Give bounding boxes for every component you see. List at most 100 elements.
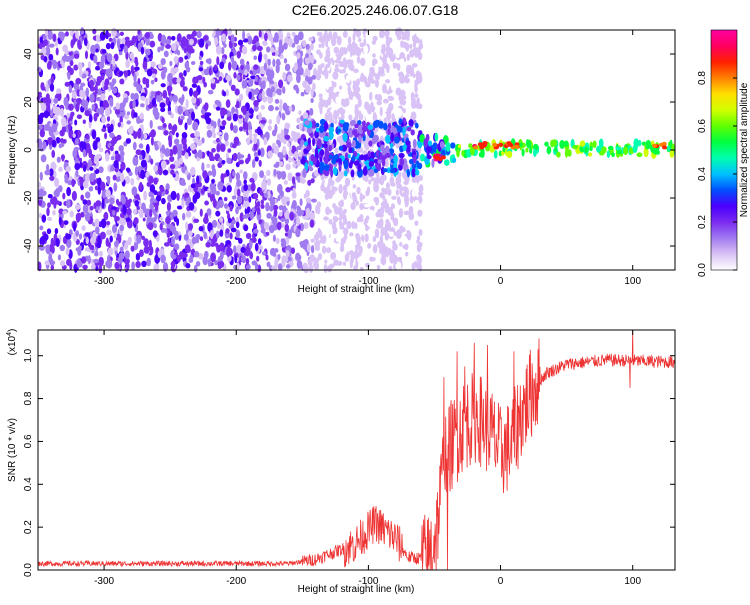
spectrogram-cell (368, 160, 375, 167)
spectrogram-cell (133, 92, 139, 102)
spectrogram-cell (233, 187, 237, 198)
spectrogram-cell (47, 30, 53, 40)
spectrogram-cell (231, 60, 238, 70)
spectrogram-cell (80, 194, 85, 201)
spectrogram-cell (48, 168, 54, 177)
x-tick-label: -300 (94, 576, 114, 587)
spectrogram-cell (99, 31, 106, 41)
spectrogram-cell (328, 144, 332, 152)
spectrogram-cell (149, 119, 153, 129)
spectrogram-cell (89, 86, 96, 92)
spectrogram-cell (376, 162, 381, 171)
spectrogram-cell (367, 124, 374, 131)
spectrogram-cell (257, 238, 262, 245)
snr-multiplier: (x104) (6, 329, 18, 356)
spectrogram-cell (271, 265, 278, 271)
spectrogram-cell (360, 223, 366, 233)
spectrogram-cell (596, 145, 602, 153)
spectrogram-cell (162, 169, 169, 176)
spectrogram-cell (67, 180, 73, 186)
spectrogram-cell (349, 232, 354, 237)
spectrogram-cell (153, 165, 159, 172)
spectrogram-cell (636, 152, 643, 158)
spectrogram-cell (215, 230, 220, 239)
spectrogram-cell (344, 177, 351, 187)
spectrogram-cell (124, 176, 131, 184)
spectrogram-cell (61, 154, 65, 162)
spectrogram-cell (67, 72, 71, 80)
spectrogram-cell (159, 102, 166, 109)
spectrogram-cell (193, 218, 200, 223)
spectrogram-cell (359, 57, 366, 67)
spectrogram-cell (217, 199, 224, 208)
spectrogram-cell (74, 138, 79, 146)
spectrogram-cell (342, 30, 348, 38)
spectrogram-cell (142, 60, 148, 70)
spectrogram-cell (130, 177, 135, 186)
spectrogram-cell (349, 261, 353, 269)
spectrogram-cell (50, 264, 55, 270)
spectrogram-cell (440, 155, 446, 160)
spectrogram-cell (94, 84, 98, 93)
spectrogram-cell (65, 165, 72, 172)
spectrogram-cell (177, 105, 183, 115)
spectrogram-cell (327, 189, 334, 200)
spectrogram-cell (374, 63, 379, 74)
spectrogram-cell (242, 121, 249, 130)
spectrogram-cell (392, 127, 398, 135)
snr-y-label: SNR (10 * v/v) (7, 418, 18, 482)
spectrogram-cell (300, 158, 307, 165)
spectrogram-cell (338, 184, 343, 194)
spectrogram-cell (63, 96, 69, 107)
spectrogram-cell (56, 156, 61, 163)
spectrogram-cell (607, 145, 614, 151)
spectrogram-cell (598, 138, 604, 148)
spectrogram-cell (356, 78, 360, 86)
spectrogram-cell (316, 31, 323, 37)
spectrogram-cell (342, 261, 346, 266)
spectrogram-cell (331, 81, 337, 88)
x-tick-label: 100 (624, 276, 641, 287)
spectrogram-cell (77, 62, 83, 70)
spectrogram-cell (172, 209, 178, 217)
spectrogram-cell (156, 94, 160, 103)
spectrogram-cell (398, 171, 402, 177)
spectrogram-cell (266, 261, 271, 268)
spectrogram-cell (162, 89, 168, 99)
spectrogram-cell (309, 107, 314, 116)
spectrogram-cell (347, 85, 351, 93)
spectrogram-cell (130, 65, 134, 75)
spectrogram-cell (104, 198, 110, 204)
spectrogram-cell (281, 259, 286, 268)
spectrogram-cell (113, 160, 119, 169)
spectrogram-cell (348, 146, 353, 154)
spectrogram-cell (199, 60, 204, 66)
spectrogram-cell (138, 208, 144, 219)
spectrogram-cell (150, 158, 154, 165)
spectrogram-cell (284, 63, 291, 72)
spectrogram-cell (243, 171, 248, 180)
spectrogram-cell (377, 159, 382, 164)
spectrogram-cell (589, 145, 593, 152)
colorbar-tick-label: 0.0 (697, 263, 708, 277)
spectrogram-cell (216, 56, 220, 66)
spectrogram-cell (278, 204, 285, 211)
spectrogram-cell (275, 237, 280, 245)
spectrogram-cell (161, 144, 165, 154)
spectrogram-cell (243, 224, 249, 232)
colorbar: 0.0 0.2 0.4 0.6 0.8 Normalized spectral ampl… (697, 29, 750, 277)
spectrogram-cell (369, 151, 376, 160)
spectrogram-cell (312, 137, 316, 147)
spectrogram-cell (257, 53, 262, 63)
spectrogram-cell (268, 224, 275, 234)
spectrogram-cell (161, 117, 165, 124)
spectrogram-cell (143, 238, 149, 247)
spectrogram-cell (334, 63, 339, 69)
spectrogram-cell (49, 175, 55, 181)
spectrogram-cell (224, 140, 229, 147)
spectrogram-cell (222, 186, 226, 192)
spectrogram-cell (379, 239, 384, 246)
spectrogram-cell (212, 198, 217, 208)
spectrogram-cell (410, 100, 417, 109)
spectrogram-cell (172, 94, 178, 103)
